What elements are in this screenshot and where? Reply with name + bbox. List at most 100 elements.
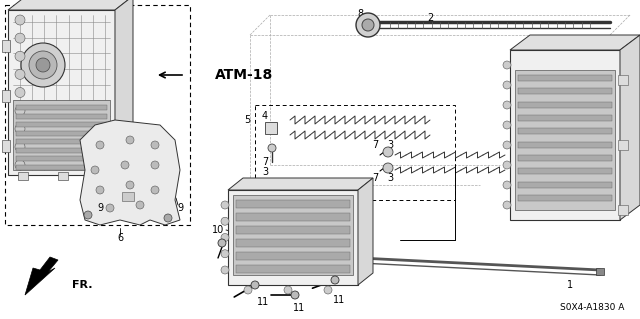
Circle shape — [151, 161, 159, 169]
Circle shape — [15, 160, 25, 170]
Circle shape — [383, 163, 393, 173]
Bar — [236, 252, 350, 260]
Bar — [518, 75, 612, 81]
Text: 8: 8 — [357, 9, 363, 19]
Bar — [13, 100, 110, 170]
Circle shape — [221, 201, 229, 209]
Circle shape — [15, 124, 25, 134]
Bar — [2, 140, 10, 152]
Bar — [236, 265, 350, 273]
Text: 3: 3 — [387, 173, 393, 183]
Polygon shape — [228, 178, 373, 190]
Bar — [228, 190, 358, 285]
Bar — [518, 195, 612, 201]
Text: ATM-18: ATM-18 — [215, 68, 273, 82]
Bar — [16, 139, 107, 144]
Text: 3: 3 — [262, 167, 268, 177]
Bar — [233, 195, 353, 275]
Circle shape — [126, 136, 134, 144]
Circle shape — [221, 266, 229, 274]
Circle shape — [331, 276, 339, 284]
Bar — [510, 50, 620, 220]
Circle shape — [503, 181, 511, 189]
Bar — [236, 239, 350, 247]
Circle shape — [362, 19, 374, 31]
Circle shape — [151, 141, 159, 149]
Bar — [122, 192, 134, 201]
Polygon shape — [8, 0, 133, 10]
Bar — [518, 102, 612, 108]
Bar — [16, 114, 107, 119]
Bar — [236, 226, 350, 234]
Text: S0X4-A1830 A: S0X4-A1830 A — [560, 303, 625, 313]
Text: 11: 11 — [333, 295, 345, 305]
Circle shape — [356, 13, 380, 37]
Circle shape — [91, 166, 99, 174]
Bar — [518, 88, 612, 94]
Bar — [236, 213, 350, 221]
Circle shape — [151, 186, 159, 194]
Text: 7: 7 — [262, 157, 268, 167]
Circle shape — [126, 181, 134, 189]
Bar — [5, 5, 190, 225]
Bar — [518, 182, 612, 188]
Circle shape — [221, 250, 229, 258]
Text: 10: 10 — [212, 225, 224, 235]
Circle shape — [29, 51, 57, 79]
Bar — [518, 115, 612, 121]
Polygon shape — [358, 178, 373, 285]
Text: FR.: FR. — [72, 280, 93, 290]
Circle shape — [383, 147, 393, 157]
Text: 11: 11 — [293, 303, 305, 313]
Circle shape — [291, 291, 299, 299]
Bar — [618, 75, 628, 85]
Bar — [16, 105, 107, 110]
Circle shape — [15, 106, 25, 115]
Polygon shape — [80, 120, 180, 225]
Bar — [16, 131, 107, 136]
Circle shape — [84, 211, 92, 219]
Circle shape — [218, 239, 226, 247]
Circle shape — [36, 58, 50, 72]
Circle shape — [21, 43, 65, 87]
Bar — [18, 172, 28, 180]
Circle shape — [164, 214, 172, 222]
Bar — [618, 140, 628, 150]
Circle shape — [268, 144, 276, 152]
Bar — [2, 40, 10, 52]
Text: 9: 9 — [177, 203, 183, 213]
Circle shape — [503, 121, 511, 129]
Bar — [58, 172, 68, 180]
Bar — [16, 148, 107, 153]
Text: 11: 11 — [257, 297, 269, 307]
Circle shape — [15, 87, 25, 98]
Polygon shape — [25, 257, 58, 295]
Circle shape — [96, 141, 104, 149]
Circle shape — [121, 161, 129, 169]
Circle shape — [503, 141, 511, 149]
Text: 7: 7 — [372, 140, 378, 150]
Bar — [16, 165, 107, 170]
Circle shape — [15, 33, 25, 43]
Circle shape — [15, 15, 25, 25]
Text: 7: 7 — [372, 173, 378, 183]
Bar — [518, 168, 612, 174]
Text: 6: 6 — [117, 233, 123, 243]
Circle shape — [503, 61, 511, 69]
Bar — [93, 172, 103, 180]
Bar — [16, 122, 107, 127]
Bar — [518, 155, 612, 161]
Bar — [255, 105, 455, 200]
Circle shape — [15, 51, 25, 61]
Bar — [236, 200, 350, 208]
Circle shape — [96, 186, 104, 194]
Circle shape — [15, 69, 25, 79]
Circle shape — [221, 234, 229, 241]
Text: 5: 5 — [244, 115, 250, 125]
Bar — [8, 10, 115, 175]
Bar — [518, 128, 612, 134]
Polygon shape — [115, 0, 133, 175]
Circle shape — [503, 161, 511, 169]
Bar — [16, 156, 107, 161]
Circle shape — [244, 286, 252, 294]
